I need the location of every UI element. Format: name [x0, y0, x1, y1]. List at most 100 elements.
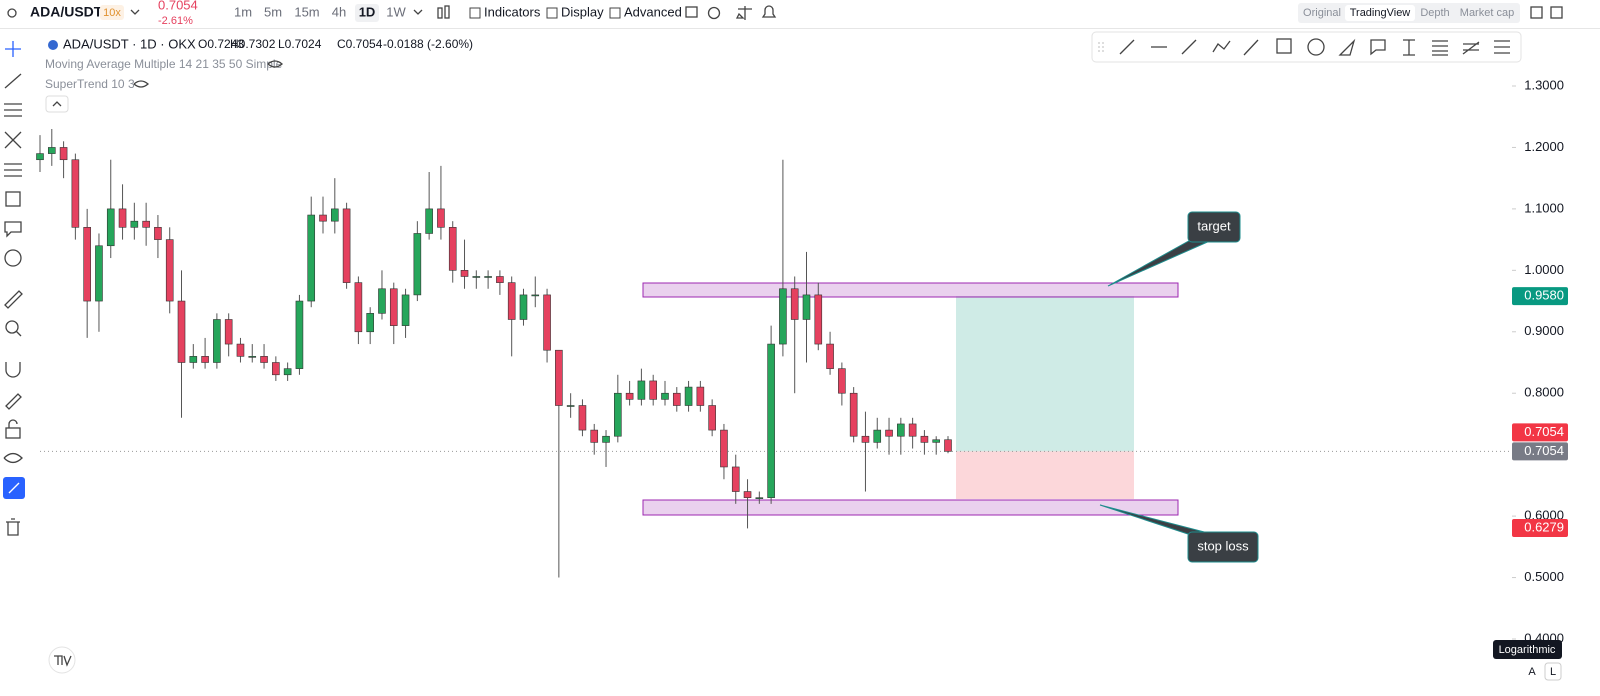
candle-body	[672, 392, 681, 406]
eye-icon[interactable]	[133, 60, 283, 88]
candle-body	[507, 282, 516, 320]
tooltip-text: Logarithmic	[1499, 644, 1556, 656]
collapse-button[interactable]	[45, 95, 69, 113]
candle-body	[236, 343, 245, 357]
candle-body	[201, 356, 209, 363]
timeframe[interactable]: 1m	[234, 4, 252, 19]
candle-body	[460, 270, 469, 277]
candle-body	[283, 368, 292, 376]
y-tick-label: 0.9000	[1524, 323, 1564, 338]
timeframe[interactable]: 5m	[264, 4, 282, 19]
y-tick-label: 0.8000	[1524, 385, 1564, 400]
candle-body	[838, 368, 846, 394]
candle-body	[897, 423, 905, 437]
callout-box[interactable]	[1187, 531, 1259, 563]
candle-body	[248, 356, 257, 358]
scale-button[interactable]: A	[1528, 666, 1536, 678]
candle-body	[401, 294, 410, 326]
callout-box[interactable]	[1187, 211, 1241, 243]
price-tag	[1512, 423, 1568, 442]
candle-body	[354, 282, 363, 333]
candle-body	[932, 439, 941, 443]
price-tag-label: 0.7054	[1524, 443, 1564, 458]
indicator-label[interactable]: Moving Average Multiple 14 21 35 50 Simp…	[45, 57, 283, 71]
candle-body	[59, 147, 68, 161]
y-tick-label: 1.3000	[1524, 77, 1564, 92]
y-tick-label: 1.1000	[1524, 200, 1564, 215]
view-tab[interactable]: Original	[1303, 7, 1341, 19]
view-tab[interactable]: TradingView	[1350, 7, 1411, 19]
candle-body	[755, 497, 764, 499]
candle-body	[307, 214, 316, 302]
drawing-tools[interactable]	[1098, 38, 1510, 56]
timeframe[interactable]: 1D	[359, 4, 376, 19]
candle-body	[696, 386, 705, 406]
logo-icon	[7, 8, 17, 18]
symbol[interactable]: ADA/USDT	[30, 4, 103, 20]
scale-button[interactable]: L	[1550, 666, 1556, 678]
candle-body	[272, 362, 280, 376]
chevron[interactable]	[130, 9, 140, 15]
candle-body	[826, 343, 834, 369]
view-tab[interactable]: Depth	[1420, 7, 1449, 19]
candle-body	[944, 439, 952, 452]
tooltip	[1493, 640, 1562, 659]
candle-body	[366, 313, 374, 333]
candle-body	[814, 294, 823, 345]
chevron[interactable]	[413, 9, 423, 15]
legend-icon	[48, 40, 58, 50]
candle-body	[165, 239, 174, 302]
callout-text: target	[1197, 218, 1231, 233]
callout-pointer	[1107, 237, 1214, 287]
indicator-label[interactable]: SuperTrend 10 3	[45, 77, 135, 91]
layout-icon[interactable]	[1530, 6, 1543, 19]
y-tick-label: 0.6000	[1524, 508, 1564, 523]
candle-body	[130, 220, 139, 228]
price-tag-label: 0.7054	[1524, 424, 1564, 439]
candle-body	[118, 208, 127, 228]
y-tick-label: 1.0000	[1524, 262, 1564, 277]
price-change: -2.61%	[158, 15, 193, 27]
legend-value: O0.7243	[198, 37, 244, 51]
drawing-rect[interactable]	[642, 282, 1179, 298]
timeframe[interactable]: 15m	[294, 4, 319, 19]
leverage: 10x	[103, 7, 121, 19]
menu-item[interactable]: Display	[561, 4, 604, 19]
candle-body	[425, 208, 433, 234]
candle-body	[684, 386, 693, 406]
legend-value: L0.7024	[278, 37, 322, 51]
legend-value: -0.0188 (-2.60%)	[383, 37, 473, 51]
timeframe[interactable]: 1W	[386, 4, 406, 19]
candle-body	[767, 343, 775, 498]
candle-body	[920, 435, 929, 443]
candle-body	[224, 319, 233, 345]
menu-icon	[546, 7, 558, 19]
candle-body	[555, 349, 563, 406]
candle-body	[319, 214, 327, 222]
candle-body	[413, 233, 422, 296]
candle-body	[189, 356, 198, 363]
candle-body	[566, 405, 575, 407]
fullscreen-icon[interactable]	[1550, 6, 1563, 19]
price-tag-label: 0.9580	[1524, 288, 1564, 303]
candle-body	[637, 380, 646, 400]
legend-value: C0.7054	[337, 37, 383, 51]
candle-body	[885, 429, 893, 437]
candle-body	[649, 380, 657, 400]
candle-body	[743, 491, 752, 498]
timeframe[interactable]: 4h	[332, 4, 346, 19]
candle-body	[543, 294, 551, 351]
chart-type-icon[interactable]	[437, 5, 450, 19]
toolbar-icons[interactable]	[685, 5, 777, 20]
menu-item[interactable]: Advanced	[624, 4, 682, 19]
view-tab[interactable]: Market cap	[1460, 7, 1514, 19]
drawing-rect[interactable]	[642, 499, 1179, 516]
candle-body	[614, 392, 622, 437]
candle-body	[779, 288, 787, 345]
candle-body	[484, 276, 492, 278]
candle-body	[448, 227, 457, 271]
candle-body	[720, 429, 728, 468]
menu-item[interactable]: Indicators	[484, 4, 541, 19]
candle-body	[519, 294, 528, 320]
